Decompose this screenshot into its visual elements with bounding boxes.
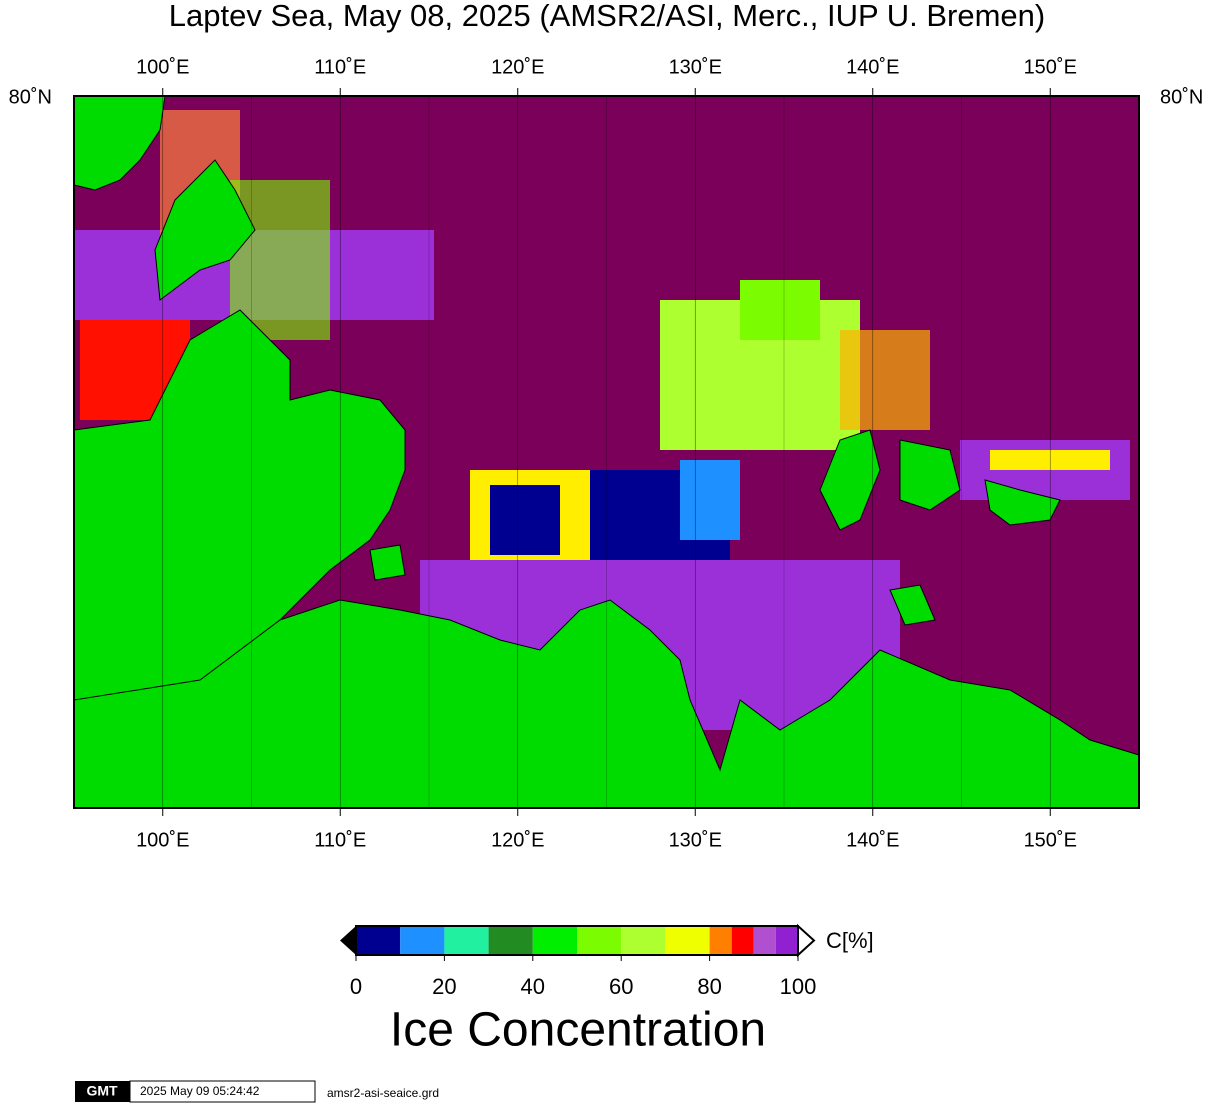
lon-label: 120˚E: [491, 56, 544, 78]
colorbar-segment: [709, 926, 732, 955]
lon-label: 110˚E: [314, 829, 366, 851]
file-name: amsr2-asi-seaice.grd: [327, 1086, 439, 1100]
logo: GMT: [86, 1083, 118, 1099]
lon-label: 150˚E: [1024, 56, 1077, 78]
lon-label: 140˚E: [846, 56, 899, 78]
logo-box: [75, 1081, 130, 1102]
colorbar-segment: [753, 926, 776, 955]
colorbar-segment: [665, 926, 710, 955]
lon-label: 130˚E: [669, 56, 722, 78]
lat-label: 80˚N: [9, 86, 52, 108]
colorbar-segment: [444, 926, 489, 955]
lat-label: 80˚N: [1160, 86, 1203, 108]
lon-label: 150˚E: [1024, 829, 1077, 851]
colorbar-segment: [775, 926, 798, 955]
colorbar-tick-label: 100: [780, 974, 817, 999]
colorbar-segment: [532, 926, 577, 955]
colorbar-segment: [400, 926, 445, 955]
colorbar-segment: [488, 926, 533, 955]
lon-label: 130˚E: [669, 829, 722, 851]
colorbar: 0 20 40 60 80 100: [340, 923, 817, 999]
title: Laptev Sea, May 08, 2025 (AMSR2/ASI, Mer…: [169, 0, 1045, 33]
colorbar-title: Ice Concentration: [390, 1004, 766, 1057]
colorbar-tick-label: 60: [609, 974, 633, 999]
lon-label: 140˚E: [846, 829, 899, 851]
graticule: [162, 96, 1051, 808]
timestamp-box: [129, 1080, 316, 1103]
colorbar-frame: [355, 925, 799, 956]
lon-label: 120˚E: [491, 829, 544, 851]
timestamp: 2025 May 09 05:24:42: [140, 1084, 260, 1098]
colorbar-unit: C[%]: [826, 928, 874, 953]
lon-label: 100˚E: [136, 829, 189, 851]
lon-label: 100˚E: [136, 56, 189, 78]
colorbar-segment: [577, 926, 622, 955]
colorbar-segment: [356, 926, 401, 955]
colorbar-arrow: [797, 923, 816, 958]
colorbar-tick-label: 80: [697, 974, 721, 999]
colorbar-tick-label: 20: [432, 974, 456, 999]
colorbar-segment: [731, 926, 754, 955]
colorbar-tick-label: 0: [350, 974, 362, 999]
colorbar-arrow: [340, 926, 356, 955]
lon-label: 110˚E: [314, 56, 366, 78]
colorbar-tick-label: 40: [521, 974, 545, 999]
map-frame: [73, 95, 1140, 809]
colorbar-segment: [621, 926, 666, 955]
